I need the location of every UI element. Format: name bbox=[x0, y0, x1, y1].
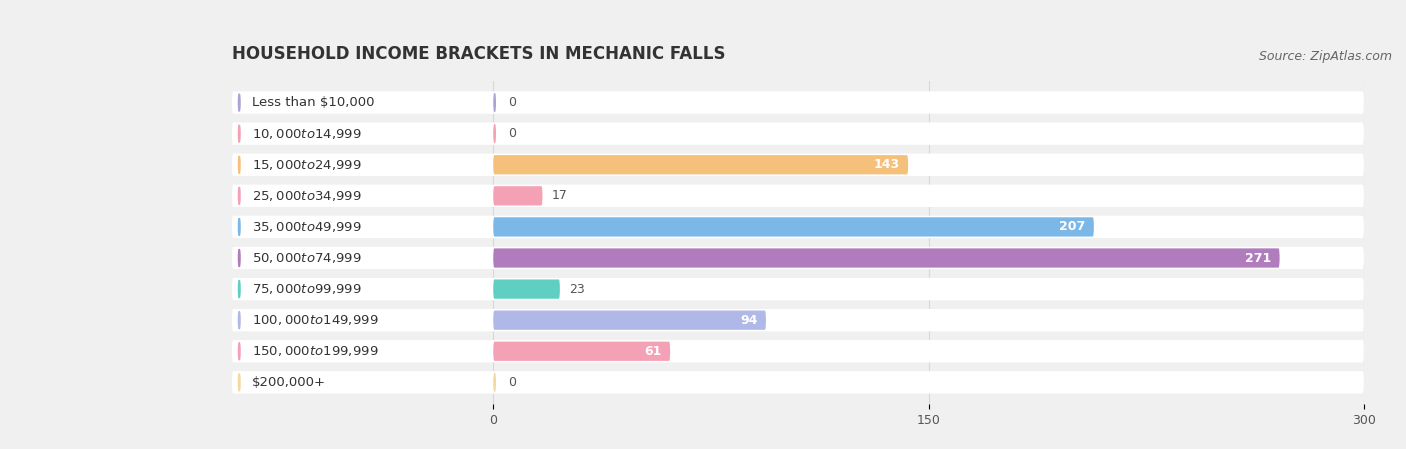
FancyBboxPatch shape bbox=[235, 94, 491, 111]
FancyBboxPatch shape bbox=[235, 125, 491, 142]
Text: $15,000 to $24,999: $15,000 to $24,999 bbox=[252, 158, 361, 172]
FancyBboxPatch shape bbox=[232, 185, 1364, 207]
FancyBboxPatch shape bbox=[232, 309, 1364, 331]
Text: Source: ZipAtlas.com: Source: ZipAtlas.com bbox=[1258, 50, 1392, 63]
FancyBboxPatch shape bbox=[494, 186, 543, 206]
FancyBboxPatch shape bbox=[494, 373, 496, 392]
Circle shape bbox=[239, 343, 240, 360]
FancyBboxPatch shape bbox=[235, 218, 491, 236]
FancyBboxPatch shape bbox=[494, 279, 560, 299]
FancyBboxPatch shape bbox=[494, 311, 766, 330]
Text: 23: 23 bbox=[568, 282, 585, 295]
FancyBboxPatch shape bbox=[232, 247, 1364, 269]
Text: $150,000 to $199,999: $150,000 to $199,999 bbox=[252, 344, 378, 358]
Circle shape bbox=[239, 125, 240, 142]
Circle shape bbox=[239, 280, 240, 298]
FancyBboxPatch shape bbox=[232, 371, 1364, 393]
Text: 143: 143 bbox=[873, 158, 900, 171]
Text: 271: 271 bbox=[1244, 251, 1271, 264]
Text: $35,000 to $49,999: $35,000 to $49,999 bbox=[252, 220, 361, 234]
Text: 61: 61 bbox=[644, 345, 661, 358]
FancyBboxPatch shape bbox=[494, 155, 908, 174]
Circle shape bbox=[239, 156, 240, 173]
Text: 207: 207 bbox=[1059, 220, 1085, 233]
Text: 17: 17 bbox=[551, 189, 567, 202]
Text: $10,000 to $14,999: $10,000 to $14,999 bbox=[252, 127, 361, 141]
Circle shape bbox=[239, 312, 240, 329]
Text: HOUSEHOLD INCOME BRACKETS IN MECHANIC FALLS: HOUSEHOLD INCOME BRACKETS IN MECHANIC FA… bbox=[232, 45, 725, 63]
Circle shape bbox=[239, 374, 240, 391]
FancyBboxPatch shape bbox=[232, 216, 1364, 238]
Text: 94: 94 bbox=[740, 314, 758, 327]
FancyBboxPatch shape bbox=[232, 278, 1364, 300]
Circle shape bbox=[239, 187, 240, 205]
Circle shape bbox=[239, 249, 240, 267]
Text: $100,000 to $149,999: $100,000 to $149,999 bbox=[252, 313, 378, 327]
FancyBboxPatch shape bbox=[494, 124, 496, 143]
FancyBboxPatch shape bbox=[232, 92, 1364, 114]
FancyBboxPatch shape bbox=[232, 154, 1364, 176]
FancyBboxPatch shape bbox=[494, 342, 671, 361]
Text: $25,000 to $34,999: $25,000 to $34,999 bbox=[252, 189, 361, 203]
FancyBboxPatch shape bbox=[235, 343, 491, 360]
FancyBboxPatch shape bbox=[232, 340, 1364, 362]
FancyBboxPatch shape bbox=[235, 187, 491, 205]
Text: 0: 0 bbox=[508, 96, 516, 109]
FancyBboxPatch shape bbox=[235, 156, 491, 173]
FancyBboxPatch shape bbox=[235, 374, 491, 391]
FancyBboxPatch shape bbox=[235, 249, 491, 267]
Text: $50,000 to $74,999: $50,000 to $74,999 bbox=[252, 251, 361, 265]
FancyBboxPatch shape bbox=[232, 123, 1364, 145]
FancyBboxPatch shape bbox=[494, 248, 1279, 268]
FancyBboxPatch shape bbox=[494, 217, 1094, 237]
Circle shape bbox=[239, 218, 240, 236]
Text: 0: 0 bbox=[508, 376, 516, 389]
FancyBboxPatch shape bbox=[494, 93, 496, 112]
Text: Less than $10,000: Less than $10,000 bbox=[252, 96, 375, 109]
Text: $200,000+: $200,000+ bbox=[252, 376, 326, 389]
Circle shape bbox=[239, 94, 240, 111]
FancyBboxPatch shape bbox=[235, 312, 491, 329]
FancyBboxPatch shape bbox=[235, 280, 491, 298]
Text: 0: 0 bbox=[508, 127, 516, 140]
Text: $75,000 to $99,999: $75,000 to $99,999 bbox=[252, 282, 361, 296]
